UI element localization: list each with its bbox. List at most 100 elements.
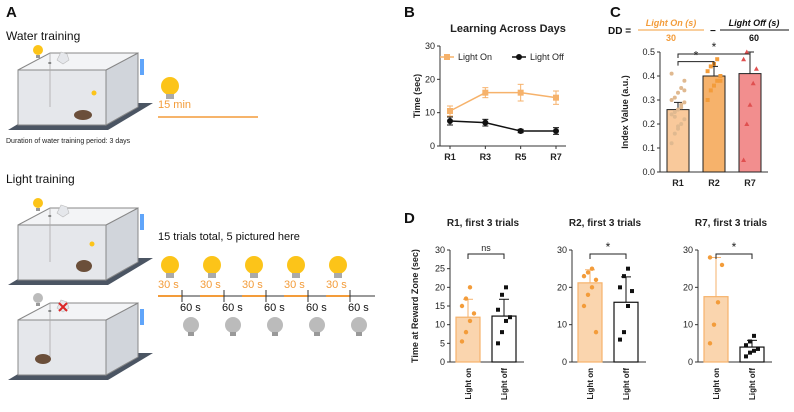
y-tick-label: 0.1 xyxy=(642,143,655,153)
y-tick-label: 0 xyxy=(688,357,693,367)
y-tick-label: 0.5 xyxy=(642,47,655,57)
bulb-icon xyxy=(33,45,43,58)
y-tick-label: 30 xyxy=(557,245,567,255)
panel-label-b: B xyxy=(404,4,415,21)
data-point xyxy=(471,311,477,316)
data-point xyxy=(618,337,622,342)
y-tick-label: 20 xyxy=(683,282,693,292)
formula-num1: Light On (s) xyxy=(646,18,697,28)
bulb-icon xyxy=(287,256,305,278)
data-point xyxy=(753,66,759,71)
y-tick-label: 0.2 xyxy=(642,119,655,129)
bar xyxy=(703,296,729,363)
legend-marker-off xyxy=(516,54,522,60)
data-point xyxy=(581,273,587,279)
chart-d2: R2, first 3 trials 0 10 20 30 Light on Light o… xyxy=(557,218,646,400)
data-point xyxy=(459,339,465,344)
off-duration-label: 60 s xyxy=(306,302,327,314)
data-point xyxy=(676,90,680,95)
bulb-icon xyxy=(329,256,347,278)
panel-label-a: A xyxy=(6,4,17,21)
panel-label-c: C xyxy=(610,4,621,21)
y-tick-label: 20 xyxy=(557,282,567,292)
no-water-icon xyxy=(56,299,70,313)
light-cage-off xyxy=(7,302,154,381)
water-duration-label: 15 min xyxy=(158,99,192,111)
data-point xyxy=(508,315,512,320)
y-axis-label: Time (sec) xyxy=(412,74,422,118)
data-point xyxy=(708,88,713,93)
bar xyxy=(738,73,762,173)
data-point xyxy=(447,118,453,124)
data-point xyxy=(496,341,500,346)
on-duration-label: 30 s xyxy=(242,279,263,291)
data-point xyxy=(500,292,504,297)
chart-title: R7, first 3 trials xyxy=(695,218,768,229)
chart-d1: R1, first 3 trials 0 5 10 15 20 25 30 Time at Re… xyxy=(410,218,524,400)
formula-num2: Light Off (s) xyxy=(729,18,780,28)
data-point xyxy=(463,296,469,301)
data-point xyxy=(669,112,674,117)
formula-den2: 60 xyxy=(749,33,759,43)
legend-label: Light On xyxy=(458,52,492,62)
y-tick-label: 10 xyxy=(557,320,567,330)
data-point xyxy=(707,341,713,346)
data-point xyxy=(447,108,453,114)
panel-label-d: D xyxy=(404,210,415,227)
sig-label: * xyxy=(712,40,717,54)
formula-den1: 30 xyxy=(666,33,676,43)
x-tick-label: R3 xyxy=(480,152,492,162)
y-tick-label: 0 xyxy=(430,141,435,151)
bar xyxy=(491,315,517,363)
on-duration-label: 30 s xyxy=(200,279,221,291)
off-duration-label: 60 s xyxy=(222,302,243,314)
sig-bracket xyxy=(715,253,753,259)
data-point xyxy=(718,78,723,83)
data-point xyxy=(752,348,756,353)
data-point xyxy=(679,122,684,126)
data-point xyxy=(496,307,500,312)
off-duration-label: 60 s xyxy=(348,302,369,314)
data-point xyxy=(712,83,716,88)
data-point xyxy=(708,64,713,69)
data-point xyxy=(682,78,687,83)
y-axis-label: Time at Reward Zone (sec) xyxy=(410,249,420,363)
data-point xyxy=(715,300,721,305)
data-point xyxy=(705,98,710,102)
y-tick-label: 0.3 xyxy=(642,95,655,105)
sig-bracket xyxy=(677,61,715,66)
chart-c: DD = Light On (s) 30 − Light Off (s) 60 0.0 0.1… xyxy=(608,18,789,188)
formula-minus: − xyxy=(710,26,716,37)
data-point xyxy=(459,303,465,309)
data-point xyxy=(622,330,626,335)
bulb-off-icon xyxy=(33,293,43,306)
data-point xyxy=(676,107,680,112)
data-point xyxy=(750,80,756,86)
water-training-title: Water training xyxy=(6,29,81,43)
data-point xyxy=(669,141,674,146)
x-tick-label: R7 xyxy=(744,178,756,188)
data-point xyxy=(553,94,559,101)
data-point xyxy=(744,354,748,359)
on-duration-label: 30 s xyxy=(326,279,347,291)
chart-d3: R7, first 3 trials 0 10 20 30 Light on Light o… xyxy=(683,218,772,400)
chart-title: R1, first 3 trials xyxy=(447,218,520,229)
sig-label: * xyxy=(694,49,699,63)
y-tick-label: 10 xyxy=(425,108,435,118)
x-tick-label: R5 xyxy=(515,152,527,162)
light-training-title: Light training xyxy=(6,172,75,186)
data-point xyxy=(482,119,489,126)
data-point xyxy=(593,277,599,283)
data-point xyxy=(748,350,752,355)
x-tick-label: R1 xyxy=(672,178,684,188)
data-point xyxy=(705,69,710,74)
y-tick-label: 20 xyxy=(435,282,445,292)
data-point xyxy=(744,343,748,348)
x-tick-label: R7 xyxy=(550,152,562,162)
sig-label: ns xyxy=(481,243,491,253)
data-point xyxy=(672,95,677,100)
bar xyxy=(613,301,639,363)
data-point xyxy=(626,304,630,308)
sig-label: * xyxy=(606,240,611,254)
bulb-icon xyxy=(245,256,263,278)
